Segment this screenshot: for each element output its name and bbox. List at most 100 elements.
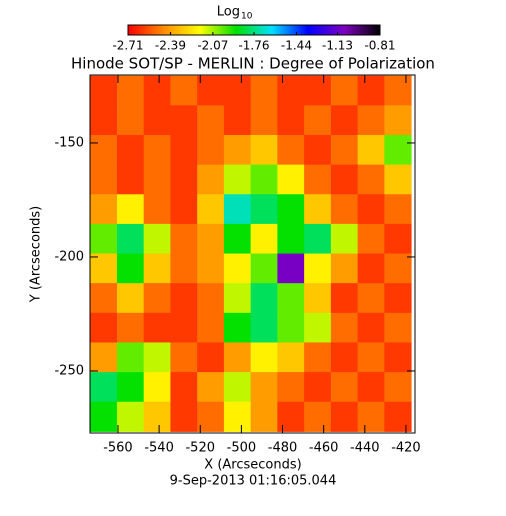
colorbar-tick-label: -2.07 <box>197 39 228 53</box>
heatmap-cell <box>357 75 385 106</box>
heatmap-cell <box>357 283 385 314</box>
heatmap-cell <box>143 164 171 195</box>
heatmap-cell <box>170 253 198 284</box>
heatmap-cell <box>304 75 332 106</box>
x-tick-label: -540 <box>144 441 174 456</box>
heatmap-cell <box>384 342 412 373</box>
heatmap-cell <box>116 105 145 136</box>
heatmap-cell <box>357 372 385 403</box>
heatmap-cell <box>357 223 385 255</box>
colorbar-tick-label: -1.13 <box>322 39 353 53</box>
x-axis-label: X (Arcseconds) <box>204 458 301 473</box>
heatmap-cell <box>384 283 412 314</box>
heatmap-cell <box>357 134 385 166</box>
x-tick-label: -560 <box>103 441 133 456</box>
heatmap-cell <box>116 253 145 284</box>
heatmap-cell <box>277 342 305 373</box>
heatmap-cell <box>277 223 305 255</box>
heatmap-cell <box>330 342 359 373</box>
heatmap-cell <box>304 134 332 166</box>
x-tick-label: -520 <box>185 441 215 456</box>
heatmap-cell <box>223 134 252 166</box>
heatmap-cell <box>170 75 198 106</box>
heatmap-cell <box>116 312 145 343</box>
heatmap-cell <box>143 253 171 284</box>
heatmap-cell <box>357 312 385 343</box>
y-tick-label: -250 <box>54 363 84 378</box>
heatmap-cell <box>357 401 385 432</box>
heatmap-cell <box>197 372 225 403</box>
heatmap-cell <box>116 134 145 166</box>
heatmap-cell <box>143 342 171 373</box>
x-tick-label: -500 <box>227 441 257 456</box>
heatmap-cell <box>90 194 118 225</box>
heatmap-cell <box>277 312 305 343</box>
heatmap-cell <box>357 253 385 284</box>
heatmap-cell <box>170 342 198 373</box>
heatmap-cell <box>197 401 225 432</box>
heatmap-cell <box>116 75 145 106</box>
heatmap-cell <box>277 372 305 403</box>
heatmap-cell <box>277 283 305 314</box>
heatmap-cell <box>90 372 118 403</box>
heatmap-cell <box>304 105 332 136</box>
heatmap-cell <box>170 283 198 314</box>
heatmap-cell <box>90 401 118 432</box>
heatmap-cell <box>223 342 252 373</box>
heatmap-cell <box>116 372 145 403</box>
x-tick-label: -460 <box>309 441 339 456</box>
heatmap-cell <box>90 342 118 373</box>
heatmap-cell <box>143 312 171 343</box>
heatmap-cell <box>90 312 118 343</box>
plot-frame <box>89 74 416 434</box>
x-tick-label: -480 <box>268 441 298 456</box>
heatmap-cell <box>223 105 252 136</box>
heatmap-cell <box>250 223 278 255</box>
heatmap-cell <box>277 253 305 284</box>
heatmap-cell <box>330 105 359 136</box>
heatmap-cell <box>170 134 198 166</box>
heatmap-cell <box>223 253 252 284</box>
heatmap-cell <box>250 401 278 432</box>
heatmap-cell <box>170 223 198 255</box>
heatmap-cell <box>223 164 252 195</box>
heatmap-cell <box>304 194 332 225</box>
heatmap-cell <box>90 253 118 284</box>
heatmap-cell <box>330 401 359 432</box>
heatmap-cell <box>197 164 225 195</box>
heatmap-cell <box>304 223 332 255</box>
heatmap-cell <box>330 312 359 343</box>
heatmap-cell <box>330 223 359 255</box>
heatmap-cell <box>223 194 252 225</box>
heatmap-cell <box>143 194 171 225</box>
heatmap-cell <box>143 372 171 403</box>
y-tick-label: -150 <box>54 135 84 150</box>
heatmap-cell <box>250 342 278 373</box>
heatmap-cell <box>357 164 385 195</box>
x-tick-label: -420 <box>391 441 421 456</box>
colorbar-tick-label: -1.76 <box>238 39 269 53</box>
heatmap-cell <box>250 164 278 195</box>
colorbar-label-subscript: 10 <box>241 12 253 22</box>
heatmap-cell <box>357 105 385 136</box>
heatmap-cell <box>116 194 145 225</box>
heatmap-cell <box>170 194 198 225</box>
heatmap-cell <box>357 194 385 225</box>
heatmap-cell <box>116 401 145 432</box>
y-tick-label: -200 <box>54 249 84 264</box>
heatmap-cell <box>384 401 412 432</box>
colorbar-tick-label: -2.71 <box>112 39 143 53</box>
heatmap-cell <box>223 75 252 106</box>
heatmap-cell <box>223 283 252 314</box>
heatmap-cell <box>277 75 305 106</box>
heatmap-cell <box>197 342 225 373</box>
heatmap-cell <box>304 164 332 195</box>
heatmap-cell <box>384 223 412 255</box>
heatmap-cell <box>330 75 359 106</box>
heatmap-cell <box>223 401 252 432</box>
heatmap-cell <box>330 164 359 195</box>
heatmap-cell <box>304 253 332 284</box>
heatmap-cell <box>250 283 278 314</box>
heatmap-cell <box>90 223 118 255</box>
